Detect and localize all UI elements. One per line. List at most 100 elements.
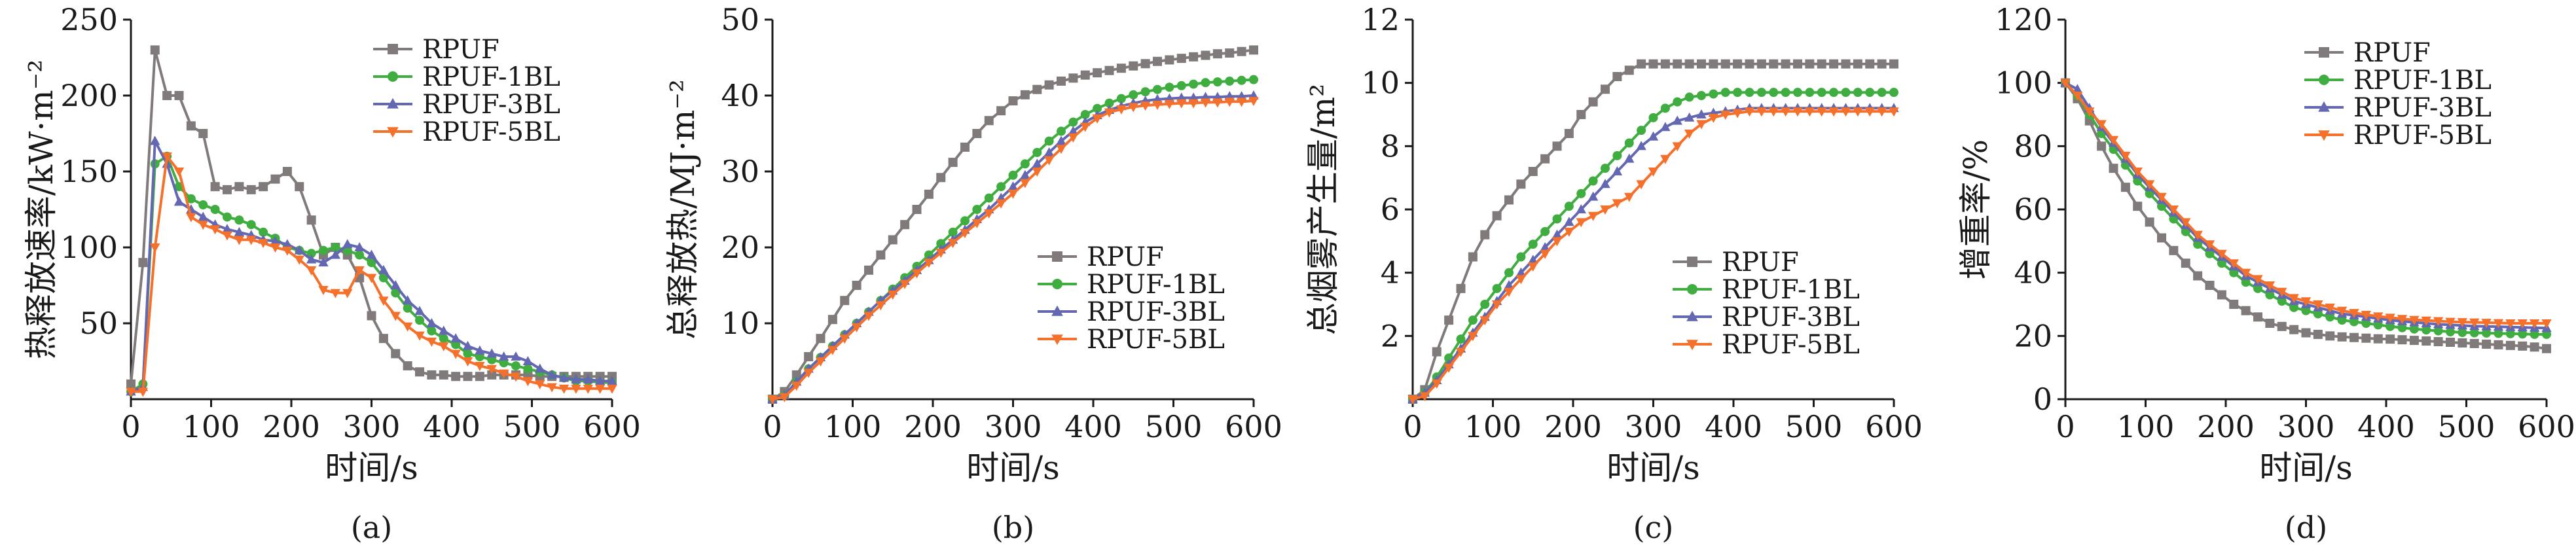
data-point (2409, 315, 2420, 325)
data-point (2517, 319, 2528, 329)
legend-marker (387, 127, 399, 138)
data-point (390, 312, 401, 321)
data-point (1841, 88, 1851, 98)
data-point (475, 362, 485, 372)
data-point (1709, 59, 1718, 69)
legend-marker (388, 71, 398, 82)
legend-item-rpuf-1bl: RPUF-1BL (2304, 65, 2492, 96)
data-point (1865, 59, 1875, 69)
data-point (1576, 204, 1586, 213)
data-point (1648, 168, 1659, 177)
chart-panel-4: 0 100 200 300 400 500 600 0 20 40 60 80 100 120 时间/s 增重… (1957, 2, 2575, 545)
data-point (2193, 240, 2203, 249)
data-point (1068, 133, 1079, 143)
data-point (1792, 107, 1803, 117)
data-point (402, 322, 413, 332)
data-point (1080, 110, 1090, 119)
data-point (2446, 338, 2455, 347)
data-point (378, 334, 388, 344)
data-point (876, 250, 886, 260)
data-point (2253, 283, 2262, 293)
data-point (1684, 92, 1694, 102)
data-point (1769, 88, 1779, 98)
data-point (234, 236, 245, 245)
data-point (1419, 392, 1430, 402)
data-point (1636, 180, 1646, 190)
x-tick-label: 500 (1785, 409, 1843, 444)
data-point (1551, 237, 1563, 247)
data-point (936, 239, 946, 249)
data-point (2386, 334, 2395, 344)
legend-item-rpuf: RPUF (1673, 247, 1799, 277)
data-point (1708, 113, 1719, 123)
data-point (1129, 61, 1138, 71)
data-point (2373, 312, 2384, 322)
data-point (1636, 141, 1646, 151)
data-point (403, 361, 412, 370)
data-point (2109, 164, 2118, 173)
data-point (1212, 77, 1222, 87)
data-point (1672, 115, 1682, 125)
data-point (1828, 107, 1839, 117)
data-point (1043, 156, 1055, 166)
data-point (1768, 107, 1779, 117)
data-point (462, 340, 473, 350)
data-point (137, 387, 149, 397)
data-point (1491, 300, 1502, 310)
data-point (1237, 75, 1246, 85)
data-point (1756, 88, 1766, 98)
data-point (1840, 107, 1851, 117)
data-point (2265, 290, 2275, 300)
data-point (414, 331, 425, 341)
data-point (2482, 328, 2492, 338)
y-axis-title: 增重率/% (1957, 139, 1995, 279)
data-point (2193, 271, 2203, 281)
data-point (1152, 100, 1163, 110)
data-point (173, 168, 185, 177)
data-point (402, 295, 413, 305)
data-point (888, 235, 898, 245)
data-point (138, 258, 148, 268)
data-point (1576, 110, 1586, 119)
data-point (270, 174, 280, 184)
x-tick-label: 300 (343, 409, 401, 444)
data-point (2144, 180, 2155, 190)
data-point (827, 315, 837, 325)
data-point (2084, 107, 2095, 117)
data-point (1080, 122, 1091, 132)
data-point (984, 116, 994, 126)
data-point (535, 363, 545, 373)
data-point (1601, 164, 1610, 173)
data-point (198, 200, 208, 210)
data-point (415, 315, 424, 325)
x-tick-label: 300 (2277, 409, 2335, 444)
legend-label: RPUF-1BL (1722, 275, 1860, 305)
data-point (864, 265, 873, 275)
data-point (911, 269, 922, 279)
data-point (198, 211, 208, 221)
data-point (1212, 98, 1223, 108)
x-tick-label: 300 (985, 409, 1042, 444)
data-point (851, 323, 862, 332)
data-point (1020, 179, 1030, 188)
data-point (270, 243, 281, 253)
data-point (1044, 136, 1054, 146)
x-tick-label: 100 (2117, 409, 2175, 444)
data-point (852, 281, 862, 290)
data-point (306, 254, 317, 264)
data-point (2469, 318, 2480, 328)
y-tick-label: 100 (1995, 65, 2052, 101)
data-point (2229, 268, 2239, 277)
data-point (2397, 315, 2408, 325)
x-tick-label: 400 (423, 409, 481, 444)
x-tick-label: 400 (1064, 409, 1122, 444)
data-point (2060, 79, 2071, 88)
data-point (2072, 84, 2083, 94)
panel-label: (b) (992, 510, 1034, 545)
data-point (259, 227, 268, 237)
data-point (2277, 296, 2287, 306)
data-point (2349, 309, 2359, 319)
data-point (1576, 188, 1586, 198)
x-tick-label: 600 (583, 409, 641, 444)
